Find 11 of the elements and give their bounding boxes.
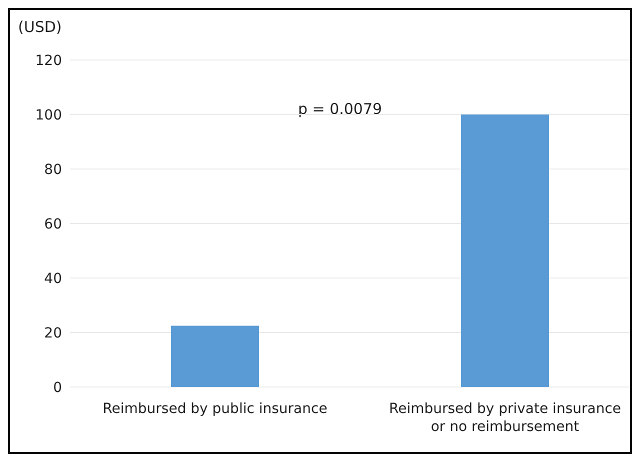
y-tick-label: 0 — [53, 380, 62, 396]
y-tick-label: 80 — [44, 162, 62, 178]
y-tick-label: 100 — [35, 107, 62, 124]
annotation: p = 0.0079 — [298, 100, 382, 118]
y-tick-label: 20 — [44, 325, 62, 342]
y-axis-title: (USD) — [18, 18, 62, 36]
y-tick-label: 40 — [44, 270, 62, 287]
x-tick-label: Reimbursed by public insurance — [102, 401, 328, 417]
x-tick-label: Reimbursed by private insurance or no reimbursement — [388, 401, 622, 435]
y-tick-label: 60 — [44, 216, 62, 232]
y-tick-label: 120 — [35, 52, 62, 69]
